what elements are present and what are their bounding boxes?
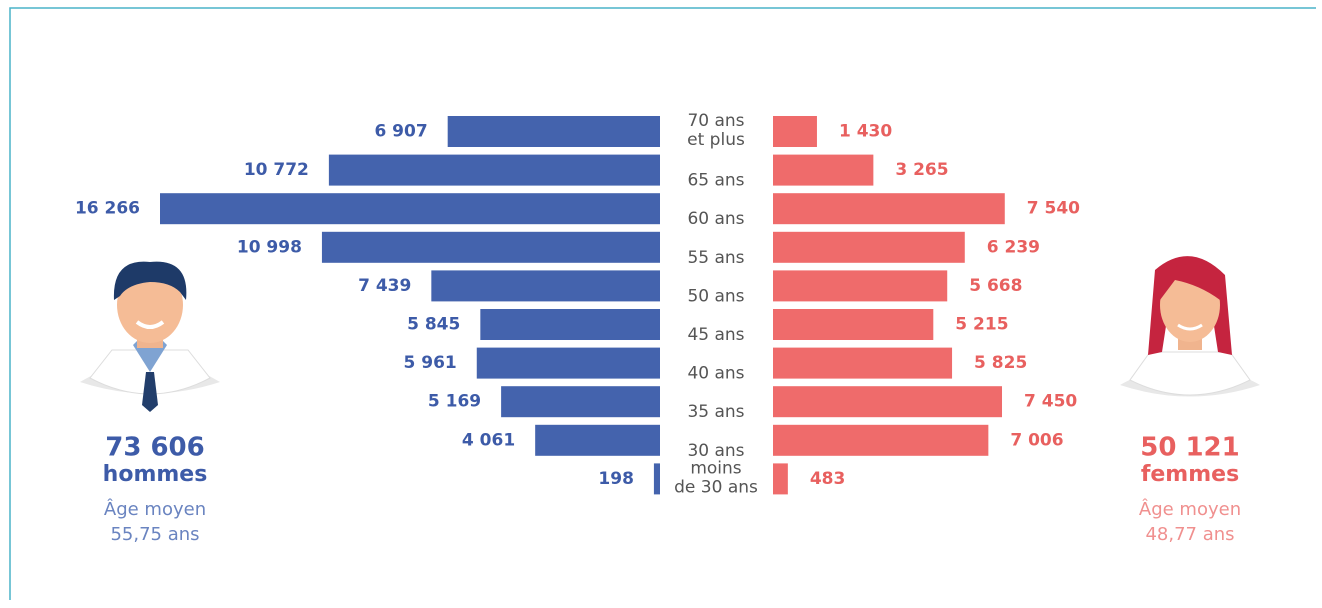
category-label: 40 ans [687, 364, 744, 384]
bar [773, 232, 965, 263]
women-total: 50 121 [1140, 433, 1240, 463]
men-age: 55,75 ans [110, 524, 199, 545]
bar [480, 309, 660, 340]
value-label: 10 772 [244, 160, 309, 180]
value-label: 5 825 [974, 353, 1027, 373]
value-label: 6 239 [987, 237, 1040, 257]
category-label: 55 ans [687, 248, 744, 268]
category-label: 45 ans [687, 325, 744, 345]
value-label: 3 265 [895, 160, 948, 180]
bar [654, 463, 660, 494]
value-label: 5 169 [428, 392, 481, 412]
bar [535, 425, 660, 456]
men-total: 73 606 [105, 433, 205, 463]
value-label: 7 439 [358, 276, 411, 296]
bar [501, 386, 660, 417]
bar [773, 348, 952, 379]
category-label: et plus [687, 130, 745, 150]
bar [448, 116, 660, 147]
bar [773, 425, 988, 456]
value-label: 16 266 [75, 199, 140, 219]
value-label: 7 450 [1024, 392, 1077, 412]
bar [773, 116, 817, 147]
value-label: 5 961 [404, 353, 457, 373]
category-label: 60 ans [687, 209, 744, 229]
category-label: 70 ans [687, 111, 744, 131]
value-label: 7 006 [1010, 430, 1063, 450]
value-label: 10 998 [237, 237, 302, 257]
bar [773, 386, 1002, 417]
category-label: de 30 ans [674, 477, 758, 497]
bar [329, 155, 660, 186]
value-label: 4 061 [462, 430, 515, 450]
value-label: 1 430 [839, 122, 892, 142]
bar [773, 463, 788, 494]
women-age-caption: Âge moyen [1139, 498, 1241, 520]
category-label: moins [690, 458, 741, 478]
category-label: 50 ans [687, 286, 744, 306]
category-label: 65 ans [687, 171, 744, 191]
women-age: 48,77 ans [1145, 524, 1234, 545]
category-label: 35 ans [687, 402, 744, 422]
man-icon [80, 262, 220, 412]
chart: 73 606 hommes Âge moyen 55,75 ans 50 121… [0, 0, 1322, 608]
bar [773, 193, 1005, 224]
bar [773, 309, 933, 340]
men-label: hommes [103, 462, 208, 487]
woman-icon [1120, 256, 1260, 396]
value-label: 6 907 [374, 122, 427, 142]
bar [773, 155, 873, 186]
bar [773, 270, 947, 301]
value-label: 5 668 [969, 276, 1022, 296]
women-label: femmes [1141, 462, 1239, 487]
value-label: 5 215 [955, 315, 1008, 335]
value-label: 7 540 [1027, 199, 1080, 219]
value-label: 198 [598, 469, 634, 489]
bar [477, 348, 660, 379]
bar [322, 232, 660, 263]
value-label: 483 [810, 469, 846, 489]
bar [431, 270, 660, 301]
value-label: 5 845 [407, 315, 460, 335]
men-age-caption: Âge moyen [104, 498, 206, 520]
page: 73 606 hommes Âge moyen 55,75 ans 50 121… [0, 0, 1322, 608]
bar [160, 193, 660, 224]
